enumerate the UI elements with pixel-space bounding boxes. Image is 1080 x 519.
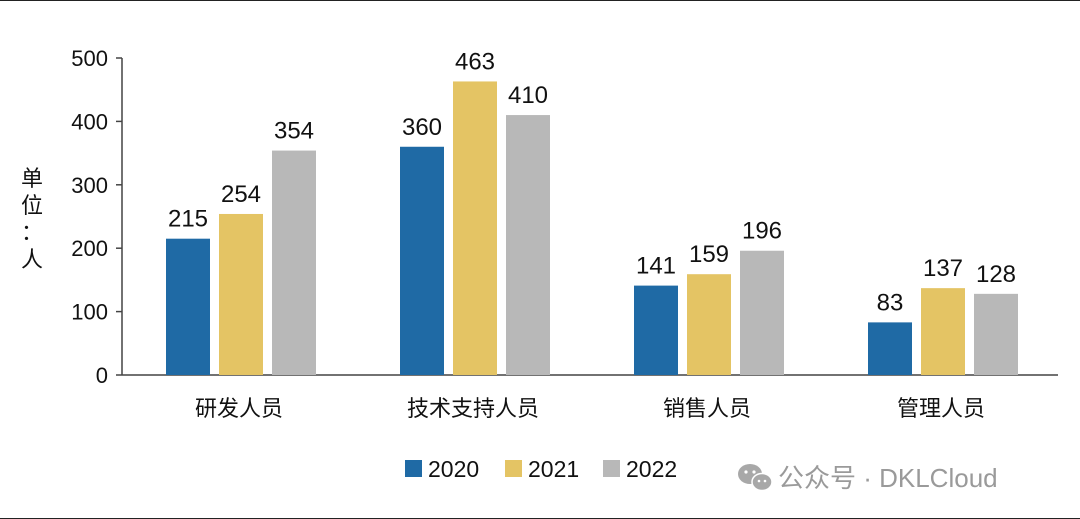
category-label: 研发人员 (195, 397, 283, 422)
y-tick-label: 500 (71, 46, 108, 71)
y-tick-label: 200 (71, 236, 108, 261)
y-axis-ticks: 0 100 200 300 400 500 (71, 46, 122, 388)
data-label: 128 (976, 261, 1016, 288)
bars (166, 81, 1018, 375)
data-label: 354 (274, 118, 314, 145)
data-label: 137 (923, 255, 963, 282)
y-axis-label-char: ： (21, 221, 43, 246)
bar-2020 (166, 238, 210, 375)
legend-label: 2021 (528, 456, 579, 482)
data-label: 141 (636, 253, 676, 280)
bar-2021 (453, 81, 497, 375)
data-label: 463 (455, 48, 495, 75)
legend-swatch-2021 (505, 460, 522, 477)
bar-2020 (634, 285, 678, 375)
category-labels: 研发人员 技术支持人员 销售人员 管理人员 (195, 397, 985, 422)
data-label: 360 (402, 114, 442, 141)
category-label: 技术支持人员 (407, 397, 539, 422)
y-tick-label: 400 (71, 109, 108, 134)
bar-2020 (868, 322, 912, 375)
legend-swatch-2022 (603, 460, 620, 477)
bar-2020 (400, 146, 444, 375)
data-label: 83 (877, 289, 904, 316)
wechat-icon (738, 464, 773, 492)
y-tick-label: 300 (71, 173, 108, 198)
y-axis-label-char: 人 (21, 248, 43, 273)
bar-2022 (272, 150, 316, 375)
watermark-text: 公众号 · DKLCloud (778, 463, 998, 493)
legend-label: 2022 (626, 456, 677, 482)
data-label: 159 (689, 241, 729, 268)
legend: 2020 2021 2022 (405, 456, 677, 482)
bar-2022 (506, 115, 550, 375)
bar-2022 (974, 293, 1018, 375)
category-label: 销售人员 (663, 397, 751, 422)
y-axis-label-char: 位 (21, 194, 43, 219)
bar-2022 (740, 250, 784, 375)
y-axis-label-char: 单 (21, 167, 43, 192)
bar-2021 (921, 288, 965, 375)
y-axis-label: 单位：人 (21, 167, 43, 273)
legend-label: 2020 (428, 456, 479, 482)
data-label: 410 (508, 82, 548, 109)
y-tick-label: 100 (71, 300, 108, 325)
data-label: 254 (221, 181, 261, 208)
bar-2021 (219, 213, 263, 375)
data-labels: 215 254 354 360 463 410 141 159 196 83 137 128 (168, 48, 1016, 316)
data-label: 196 (742, 218, 782, 245)
legend-swatch-2020 (405, 460, 422, 477)
watermark: 公众号 · DKLCloud (738, 463, 998, 493)
data-label: 215 (168, 206, 208, 233)
bar-2021 (687, 274, 731, 375)
y-tick-label: 0 (96, 363, 108, 388)
category-label: 管理人员 (897, 397, 985, 422)
